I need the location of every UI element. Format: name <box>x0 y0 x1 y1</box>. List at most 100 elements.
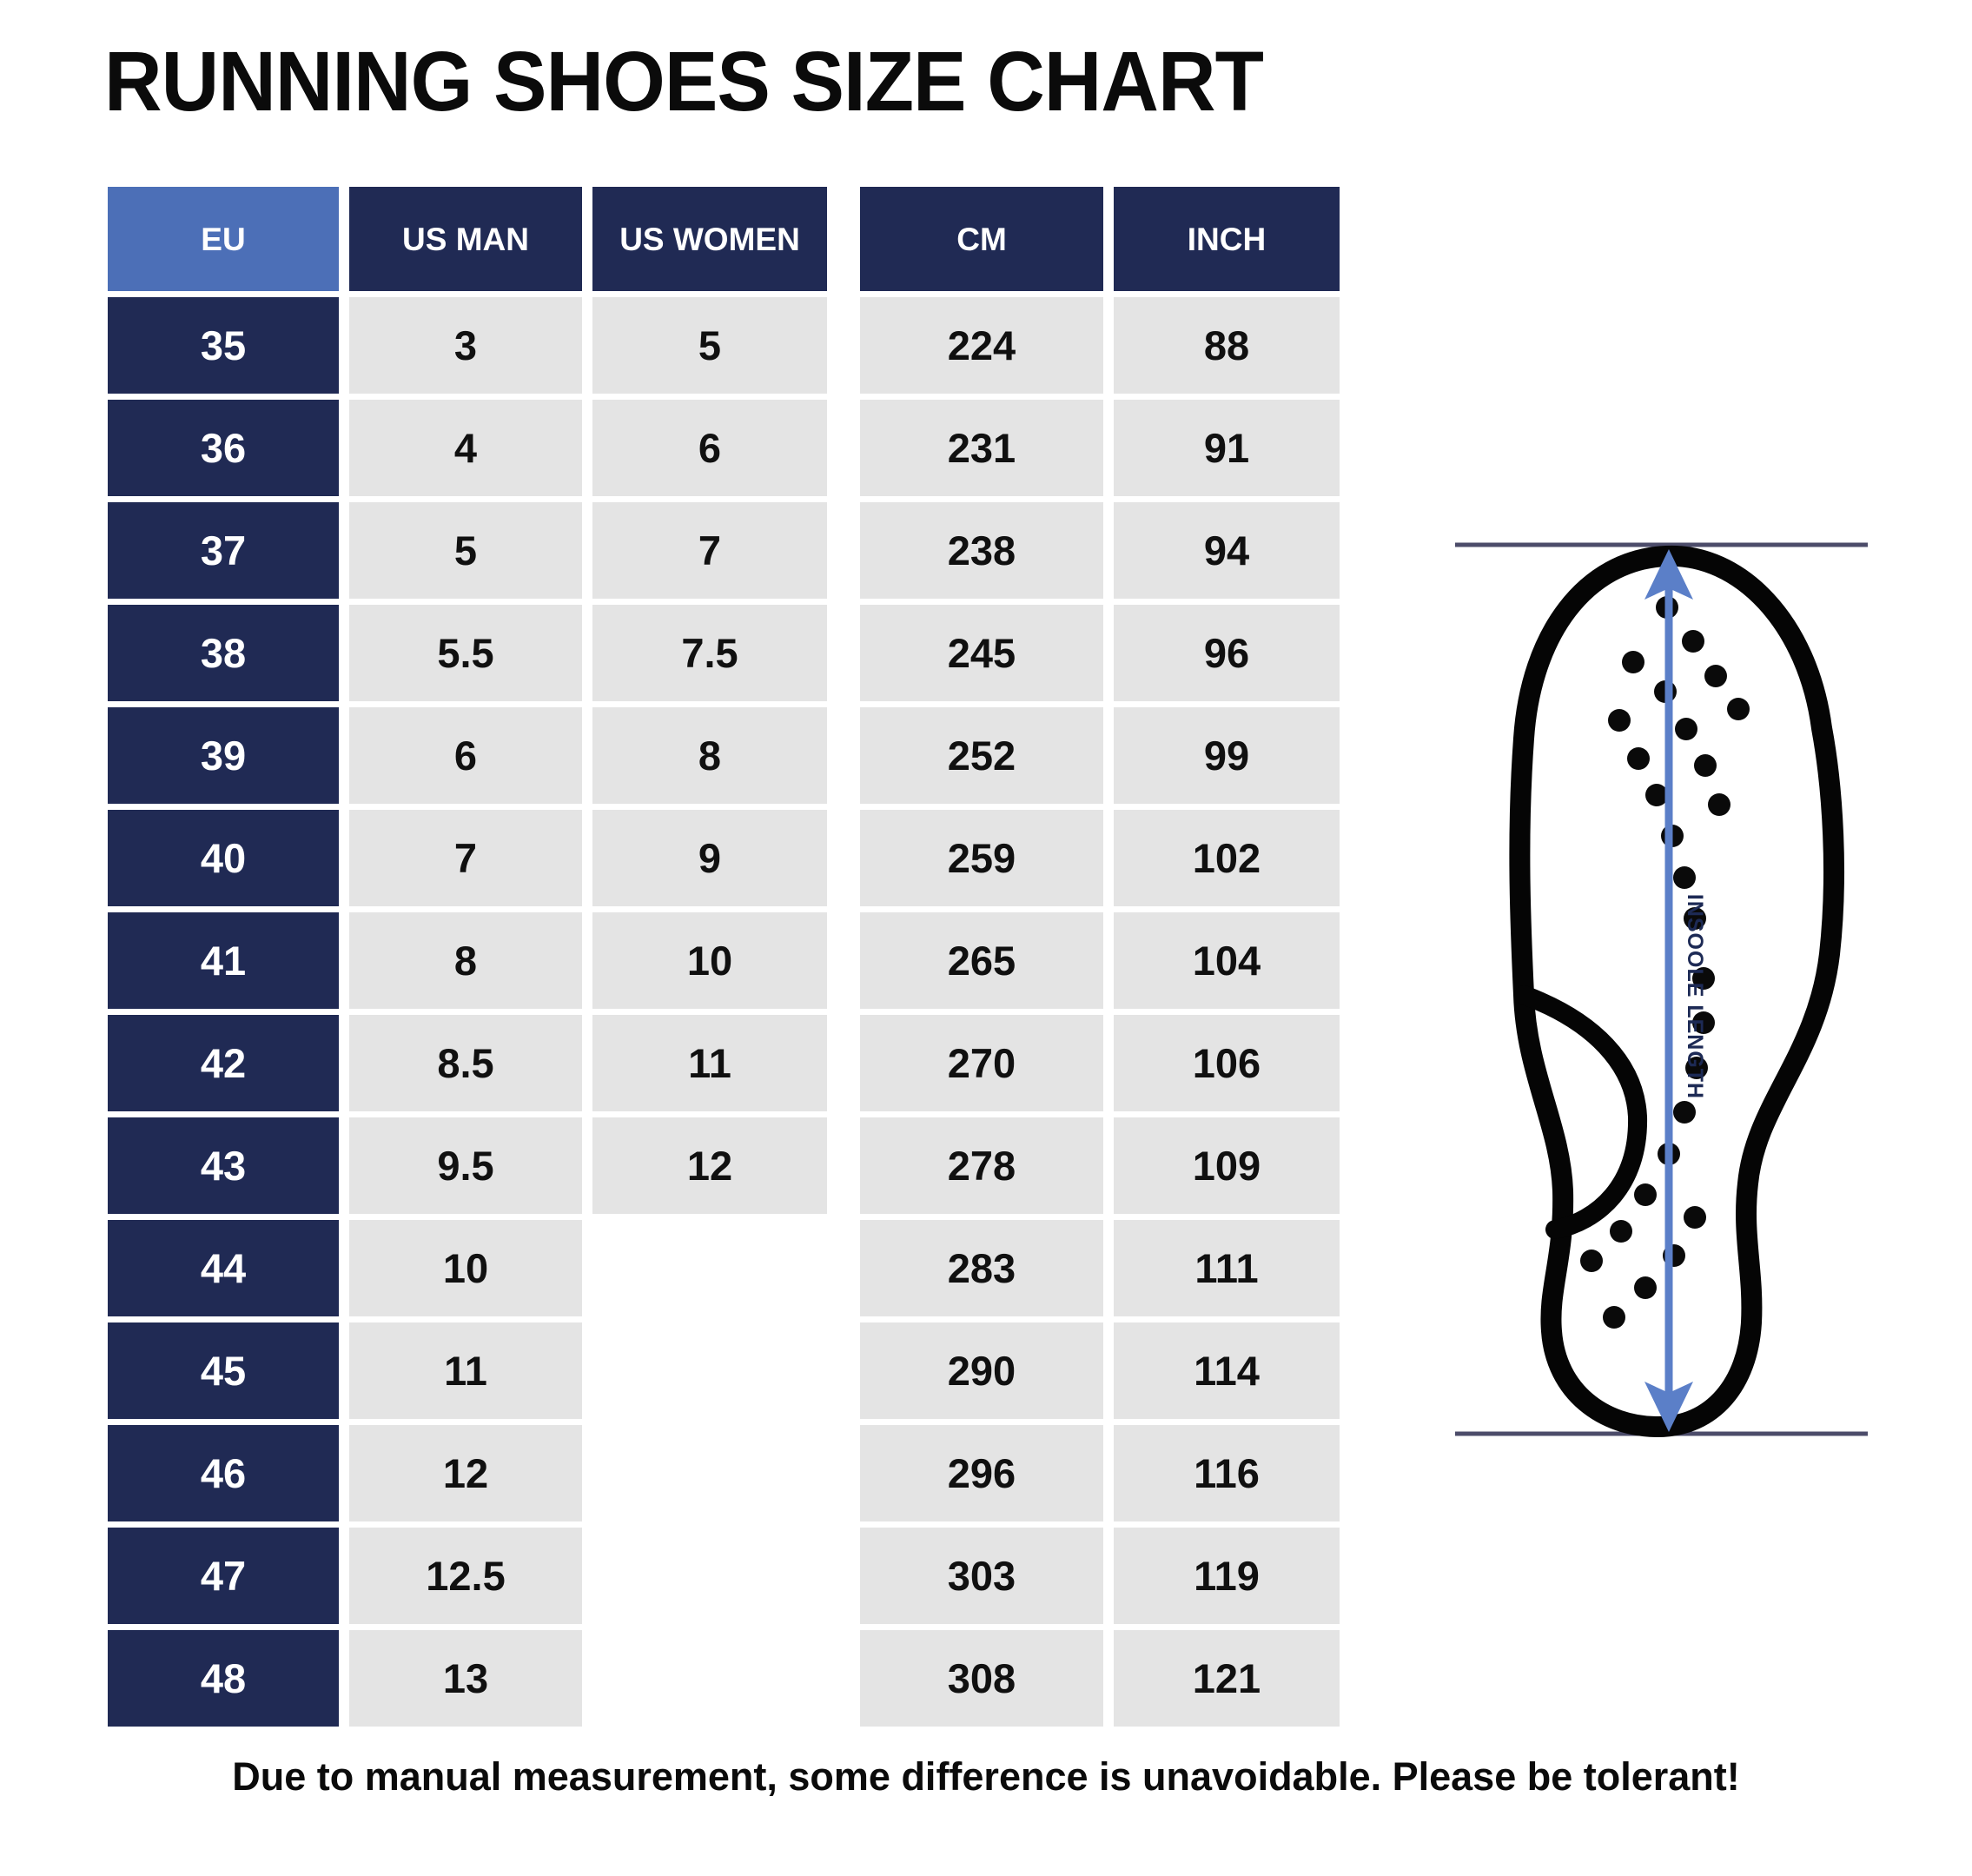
cell-inch: 119 <box>1114 1528 1340 1624</box>
cell-us-women: 6 <box>592 400 827 496</box>
page-title: RUNNING SHOES SIZE CHART <box>104 34 1264 129</box>
column-gap-spacer <box>837 1630 850 1727</box>
column-header-inch: INCH <box>1114 187 1340 291</box>
cell-us-man: 12.5 <box>349 1528 582 1624</box>
cell-cm: 231 <box>860 400 1103 496</box>
cell-eu: 38 <box>108 605 339 701</box>
cell-us-women <box>592 1322 827 1419</box>
cell-eu: 48 <box>108 1630 339 1727</box>
cell-eu: 47 <box>108 1528 339 1624</box>
insole-outline <box>1509 545 1845 1437</box>
column-gap-spacer <box>837 1322 850 1419</box>
column-gap-spacer <box>837 1220 850 1316</box>
cell-us-women <box>592 1220 827 1316</box>
column-gap-spacer <box>837 297 850 394</box>
cell-inch: 111 <box>1114 1220 1340 1316</box>
column-gap-spacer <box>837 400 850 496</box>
column-header-us-women: US WOMEN <box>592 187 827 291</box>
column-gap-spacer <box>837 1425 850 1521</box>
column-gap-spacer <box>837 502 850 599</box>
column-gap-spacer <box>837 707 850 804</box>
cell-eu: 39 <box>108 707 339 804</box>
cell-us-man: 3 <box>349 297 582 394</box>
cell-inch: 94 <box>1114 502 1340 599</box>
cell-us-man: 7 <box>349 810 582 906</box>
cell-us-women: 11 <box>592 1015 827 1111</box>
cell-cm: 283 <box>860 1220 1103 1316</box>
column-header-eu: EU <box>108 187 339 291</box>
cell-us-man: 12 <box>349 1425 582 1521</box>
insole-length-arrow <box>1644 549 1693 1432</box>
cell-inch: 114 <box>1114 1322 1340 1419</box>
insole-length-diagram: INSOOLE LENGTH <box>1455 542 1868 1437</box>
cell-inch: 88 <box>1114 297 1340 394</box>
cell-cm: 270 <box>860 1015 1103 1111</box>
cell-us-women: 7 <box>592 502 827 599</box>
column-header-us-man: US MAN <box>349 187 582 291</box>
cell-us-man: 10 <box>349 1220 582 1316</box>
arrowhead-down <box>1644 1382 1693 1432</box>
column-gap-spacer <box>837 605 850 701</box>
cell-cm: 224 <box>860 297 1103 394</box>
cell-us-women: 9 <box>592 810 827 906</box>
cell-eu: 36 <box>108 400 339 496</box>
cell-cm: 303 <box>860 1528 1103 1624</box>
cell-us-women: 10 <box>592 912 827 1009</box>
insole-length-label: INSOOLE LENGTH <box>1683 894 1707 1099</box>
cell-inch: 91 <box>1114 400 1340 496</box>
cell-eu: 40 <box>108 810 339 906</box>
cell-inch: 104 <box>1114 912 1340 1009</box>
cell-eu: 37 <box>108 502 339 599</box>
cell-inch: 106 <box>1114 1015 1340 1111</box>
footer-note: Due to manual measurement, some differen… <box>232 1754 1740 1799</box>
column-gap-spacer <box>837 912 850 1009</box>
cell-cm: 278 <box>860 1117 1103 1214</box>
arrowhead-up <box>1644 549 1693 600</box>
cell-us-man: 4 <box>349 400 582 496</box>
cell-us-women: 7.5 <box>592 605 827 701</box>
cell-us-man: 8.5 <box>349 1015 582 1111</box>
size-table: EU US MAN US WOMEN CM INCH 35 3 5 224 88 36 4 6… <box>108 187 1340 1727</box>
cell-eu: 46 <box>108 1425 339 1521</box>
cell-inch: 96 <box>1114 605 1340 701</box>
column-header-cm: CM <box>860 187 1103 291</box>
cell-cm: 238 <box>860 502 1103 599</box>
insole-arch-line <box>1514 985 1648 1239</box>
cell-inch: 116 <box>1114 1425 1340 1521</box>
cell-cm: 259 <box>860 810 1103 906</box>
cell-inch: 109 <box>1114 1117 1340 1214</box>
cell-us-man: 6 <box>349 707 582 804</box>
cell-us-man: 8 <box>349 912 582 1009</box>
cell-us-women: 8 <box>592 707 827 804</box>
cell-eu: 35 <box>108 297 339 394</box>
cell-eu: 41 <box>108 912 339 1009</box>
cell-cm: 252 <box>860 707 1103 804</box>
cell-eu: 42 <box>108 1015 339 1111</box>
column-gap-spacer <box>837 1528 850 1624</box>
cell-us-man: 5.5 <box>349 605 582 701</box>
cell-us-women <box>592 1630 827 1727</box>
cell-eu: 44 <box>108 1220 339 1316</box>
cell-us-women <box>592 1528 827 1624</box>
cell-inch: 99 <box>1114 707 1340 804</box>
cell-eu: 43 <box>108 1117 339 1214</box>
cell-inch: 102 <box>1114 810 1340 906</box>
column-gap-spacer <box>837 187 850 291</box>
cell-cm: 308 <box>860 1630 1103 1727</box>
cell-us-man: 11 <box>349 1322 582 1419</box>
column-gap-spacer <box>837 1117 850 1214</box>
column-gap-spacer <box>837 810 850 906</box>
cell-cm: 296 <box>860 1425 1103 1521</box>
cell-cm: 245 <box>860 605 1103 701</box>
cell-us-man: 9.5 <box>349 1117 582 1214</box>
cell-us-women <box>592 1425 827 1521</box>
cell-us-man: 5 <box>349 502 582 599</box>
cell-eu: 45 <box>108 1322 339 1419</box>
cell-us-women: 5 <box>592 297 827 394</box>
cell-cm: 265 <box>860 912 1103 1009</box>
cell-cm: 290 <box>860 1322 1103 1419</box>
column-gap-spacer <box>837 1015 850 1111</box>
cell-us-women: 12 <box>592 1117 827 1214</box>
cell-us-man: 13 <box>349 1630 582 1727</box>
